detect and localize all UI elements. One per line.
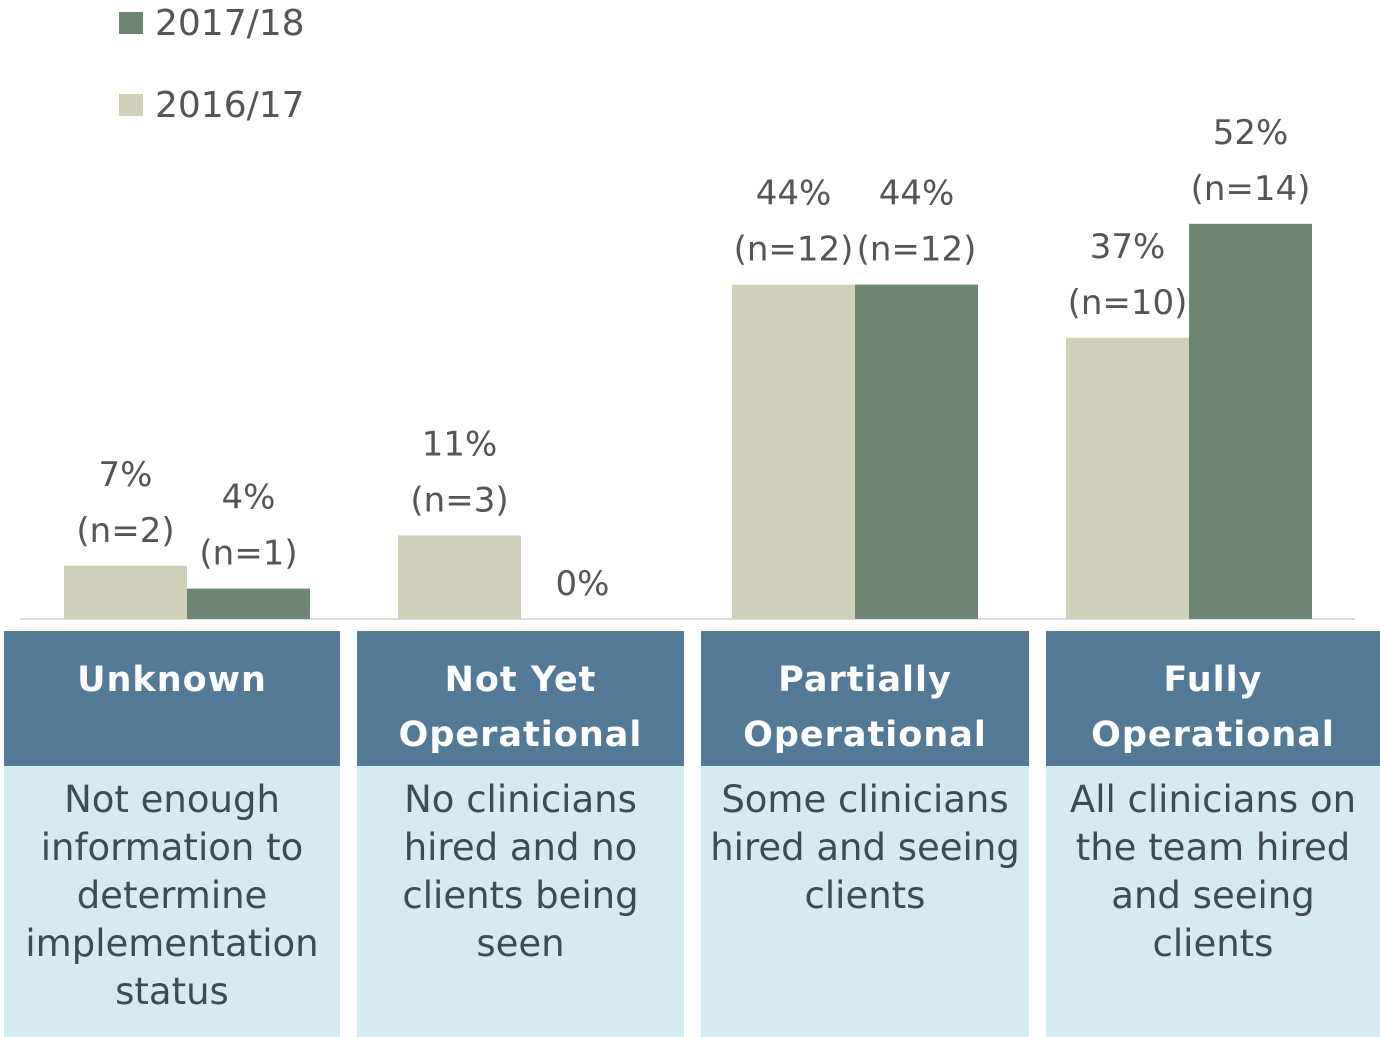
data-label: 0% — [556, 564, 610, 604]
data-label: 4% — [222, 478, 276, 518]
legend-swatch — [119, 94, 143, 116]
data-label-n: (n=3) — [410, 480, 508, 520]
category-header: Unknown — [4, 631, 340, 766]
bar — [1189, 223, 1312, 620]
category-header: Fully Operational — [1046, 631, 1380, 766]
data-label-n: (n=1) — [199, 534, 297, 574]
category-header: Partially Operational — [701, 631, 1029, 766]
data-label-n: (n=10) — [1068, 283, 1188, 323]
legend-swatch — [119, 12, 143, 34]
data-label-n: (n=2) — [76, 511, 174, 551]
bar — [64, 565, 187, 619]
data-label: 7% — [99, 455, 153, 495]
data-label: 11% — [422, 424, 498, 464]
category-description: Not enough information to determine impl… — [4, 766, 340, 1037]
legend-label: 2017/18 — [155, 3, 305, 44]
data-label: 52% — [1213, 113, 1289, 153]
bar — [855, 284, 978, 619]
category-header: Not Yet Operational — [357, 631, 684, 766]
legend-label: 2016/17 — [155, 85, 305, 126]
data-label: 37% — [1090, 227, 1166, 267]
data-label: 44% — [879, 174, 955, 214]
chart: 2016/17 2017/18 7% (n=2) 11% (n=3) 44% (n=12) 37… — [20, 3, 1355, 620]
data-label-n: (n=14) — [1191, 169, 1311, 209]
bar — [732, 284, 855, 619]
category-description: No clinicians hired and no clients being… — [357, 766, 684, 1037]
bar — [398, 535, 521, 619]
data-label: 44% — [756, 174, 832, 214]
bar — [187, 588, 310, 619]
bar — [1066, 337, 1189, 619]
data-label-n: (n=12) — [734, 230, 854, 270]
category-description: All clinicians on the team hired and see… — [1046, 766, 1380, 1037]
category-description: Some clinicians hired and seeing clients — [701, 766, 1029, 1037]
data-label-n: (n=12) — [857, 230, 977, 270]
